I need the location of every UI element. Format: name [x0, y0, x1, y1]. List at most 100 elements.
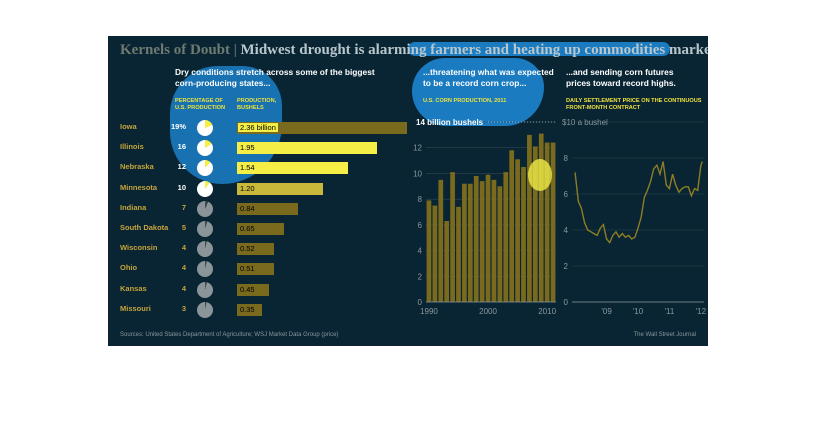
- production-year-bar: [497, 186, 503, 302]
- production-bar: 1.95: [237, 142, 378, 155]
- state-percent: 16: [177, 142, 186, 152]
- corn-production-chart: 0 2 4 6 8 10 12 14 billion bushels 1990 2000 2010: [413, 118, 556, 316]
- production-bar: 0.51: [237, 263, 274, 276]
- state-name: Ohio: [120, 263, 138, 273]
- pie-chart-mark: [197, 120, 213, 136]
- x-tick-label: '09: [601, 307, 612, 316]
- production-bar: 1.20: [237, 182, 324, 195]
- production-year-bar: [467, 183, 473, 302]
- state-name: Kansas: [120, 283, 147, 293]
- production-year-bar: [532, 146, 538, 302]
- source-note: Sources: United States Department of Agr…: [120, 332, 339, 338]
- y-tick-label: 0: [418, 298, 423, 307]
- production-year-bar: [426, 200, 432, 302]
- production-year-bar: [538, 133, 544, 302]
- state-percent: 7: [181, 202, 186, 212]
- y-tick-label: 8: [564, 154, 569, 163]
- production-bar: 0.65: [237, 223, 284, 235]
- pie-chart-mark: [197, 301, 213, 318]
- highlight-dot: [528, 159, 552, 191]
- production-bar: 0.52: [237, 243, 275, 256]
- section1-heading: Dry conditions stretch across some of th…: [175, 67, 375, 88]
- production-year-bar: [503, 172, 509, 302]
- production-year-bar: [509, 150, 515, 302]
- state-name: South Dakota: [120, 223, 169, 232]
- state-name: Indiana: [120, 202, 147, 212]
- x-tick-label: 2010: [538, 307, 556, 316]
- production-year-bar: [521, 167, 526, 302]
- y-unit-label: $10 a bushel: [562, 118, 608, 127]
- unit-label: 14 billion bushels: [416, 118, 484, 127]
- production-value-label: 0.35: [240, 304, 255, 314]
- pie-chart-mark: [197, 140, 213, 157]
- page-title: Kernels of Doubt | Midwest drought is al…: [120, 42, 708, 59]
- production-year-bar: [432, 205, 438, 302]
- production-bar: 0.35: [237, 303, 263, 316]
- y-tick-label: 4: [418, 247, 423, 256]
- y-tick-label: 4: [564, 226, 569, 235]
- production-year-bar: [527, 134, 532, 302]
- y-tick-label: 2: [418, 272, 423, 281]
- section3-chart-label: Daily settlement price on the continuous…: [566, 98, 702, 111]
- pie-chart-mark: [197, 281, 213, 298]
- x-tick-label: '10: [633, 307, 644, 316]
- pie-chart-mark: [197, 241, 213, 258]
- y-tick-label: 10: [413, 169, 422, 178]
- production-value-label: 1.20: [240, 183, 255, 193]
- state-percent: 12: [177, 162, 186, 172]
- state-name: Iowa: [120, 122, 137, 131]
- title-subtitle: Midwest drought is alarming farmers and …: [240, 42, 708, 58]
- credit-note: The Wall Street Journal: [633, 332, 696, 338]
- production-bar: 2.36 billion: [237, 122, 407, 134]
- pie-chart-mark: [197, 221, 213, 237]
- y-tick-label: 2: [564, 262, 569, 271]
- state-percent: 4: [181, 263, 186, 273]
- production-year-bar: [473, 176, 479, 302]
- pie-chart-mark: [197, 180, 213, 197]
- pie-chart-mark: [197, 261, 213, 278]
- production-value-label: 0.51: [240, 264, 255, 274]
- col-header-percentage: Percentage of U.S. production: [175, 98, 226, 111]
- production-value-label: 1.95: [240, 143, 255, 153]
- production-year-bar: [438, 179, 444, 302]
- state-name: Illinois: [120, 142, 144, 152]
- y-tick-label: 0: [564, 298, 569, 307]
- production-year-bar: [462, 183, 467, 302]
- section3-heading: ...and sending corn futures prices towar…: [566, 67, 676, 88]
- y-tick-label: 6: [564, 190, 569, 199]
- pie-chart-mark: [197, 160, 213, 177]
- production-year-bar: [456, 206, 461, 302]
- state-name: Nebraska: [120, 162, 154, 172]
- state-name: Wisconsin: [120, 243, 158, 253]
- x-tick-label: 2000: [479, 307, 497, 316]
- state-percent: 10: [177, 182, 186, 192]
- production-value-label: 0.45: [240, 284, 255, 294]
- infographic-panel: Kernels of Doubt | Midwest drought is al…: [108, 36, 708, 346]
- title-main: Kernels of Doubt: [120, 42, 230, 58]
- title-separator: |: [233, 42, 237, 58]
- production-year-bar: [550, 142, 556, 302]
- pie-chart-mark: [197, 200, 213, 217]
- corn-price-chart: 0 2 4 6 8 $10 a bushel '09 '10 '11 '12: [562, 118, 707, 316]
- y-tick-label: 12: [413, 144, 422, 153]
- production-year-bar: [544, 142, 550, 302]
- state-percent: 4: [181, 283, 186, 293]
- production-year-bar: [444, 221, 450, 302]
- production-year-bar: [485, 174, 491, 302]
- production-value-label: 0.84: [240, 203, 255, 213]
- production-value-label: 1.54: [240, 163, 255, 173]
- production-value-label: 0.65: [240, 224, 255, 233]
- state-percent: 3: [181, 303, 186, 313]
- production-year-bar: [491, 179, 497, 302]
- production-bar: 1.54: [237, 162, 348, 175]
- section2-chart-label: U.S. corn production, 2011: [423, 98, 507, 104]
- section2-heading: ...threatening what was expected to be a…: [423, 67, 554, 88]
- x-tick-label: 1990: [420, 307, 438, 316]
- x-tick-label: '11: [665, 307, 675, 316]
- production-value-label: 2.36 billion: [238, 123, 278, 132]
- state-percent: 19%: [170, 122, 186, 131]
- state-percent: 5: [181, 223, 186, 232]
- price-line: [574, 161, 704, 244]
- y-tick-label: 8: [418, 195, 423, 204]
- x-tick-label: '12: [696, 307, 707, 316]
